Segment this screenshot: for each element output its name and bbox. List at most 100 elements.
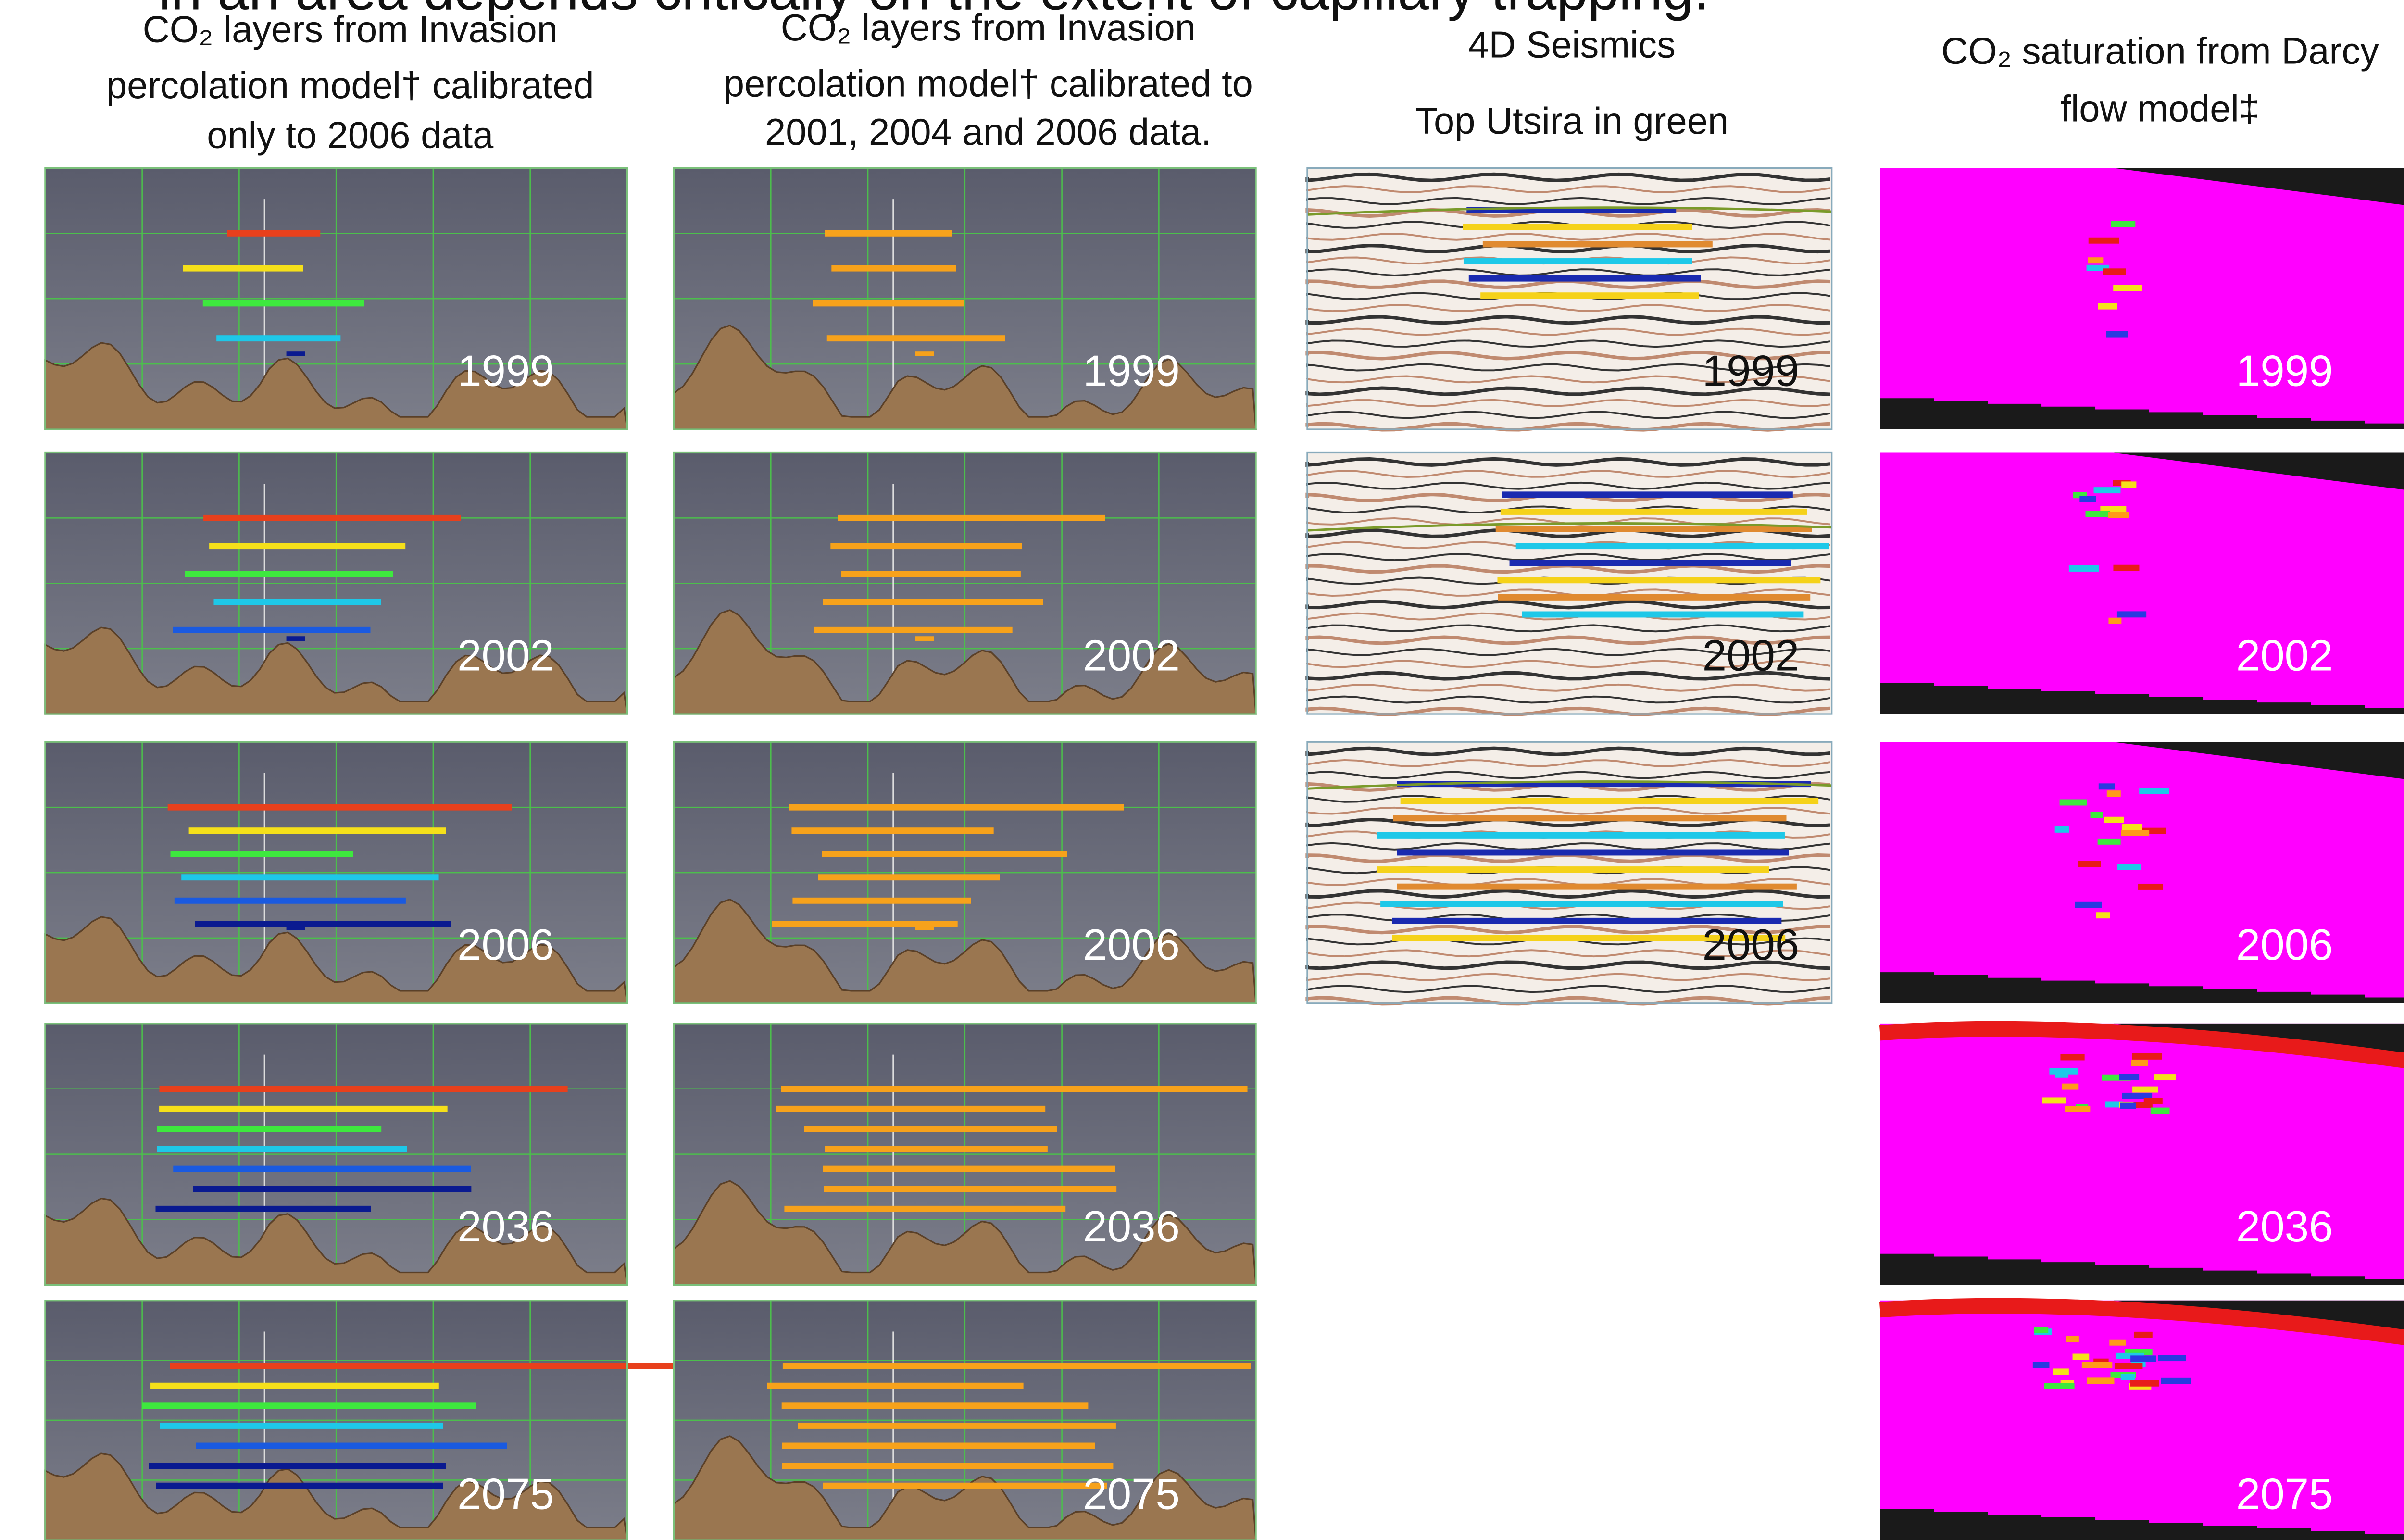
saturation-cell: [2130, 1355, 2156, 1362]
column-header: CO₂ layers from Invasion: [143, 9, 558, 50]
seismic-anomaly: [1498, 594, 1810, 601]
panel: 2075: [45, 1301, 689, 1540]
saturation-cell: [2091, 812, 2103, 818]
seismic-anomaly: [1463, 224, 1692, 230]
panel: 2075: [674, 1301, 1256, 1540]
co2-layer: [814, 627, 1013, 633]
panel: 2075: [1880, 1301, 2404, 1540]
saturation-cell: [2158, 1355, 2186, 1361]
seismic-anomaly: [1380, 901, 1783, 907]
co2-layer: [791, 827, 993, 834]
column-header: percolation model† calibrated to: [724, 63, 1253, 105]
saturation-cell: [2066, 1336, 2079, 1342]
saturation-cell: [2088, 257, 2104, 263]
year-label: 2036: [2236, 1202, 2333, 1251]
saturation-cell: [2161, 1378, 2191, 1384]
seismic-anomaly: [1401, 798, 1818, 804]
co2-layer: [789, 804, 1124, 811]
co2-layer: [915, 636, 934, 641]
co2-layer: [825, 230, 952, 237]
co2-layer: [783, 1363, 1251, 1369]
co2-layer: [157, 1146, 407, 1152]
saturation-cell: [2154, 1074, 2176, 1080]
co2-layer: [915, 926, 934, 930]
saturation-cell: [2103, 268, 2126, 275]
co2-layer: [185, 571, 393, 577]
co2-layer: [213, 599, 381, 605]
year-label: 2006: [457, 921, 554, 969]
seismic-anomaly: [1464, 258, 1692, 264]
year-label: 2006: [2236, 921, 2333, 969]
co2-layer: [818, 874, 1000, 880]
co2-layer: [825, 1146, 1048, 1152]
co2-layer: [798, 1423, 1116, 1429]
co2-layer: [181, 874, 438, 880]
co2-layer: [804, 1126, 1057, 1132]
panel: 1999: [1880, 168, 2404, 429]
saturation-cell: [2042, 1097, 2066, 1103]
saturation-cell: [2082, 1362, 2112, 1368]
year-label: 2006: [1703, 921, 1800, 969]
saturation-cell: [2122, 824, 2142, 830]
saturation-cell: [2065, 1106, 2090, 1112]
co2-layer: [782, 1463, 1113, 1469]
year-label: 2075: [457, 1470, 554, 1518]
column-header: CO₂ saturation from Darcy: [1941, 31, 2379, 72]
seismic-anomaly: [1516, 543, 1829, 549]
saturation-cell: [2079, 496, 2096, 502]
year-label: 1999: [2236, 347, 2333, 395]
co2-layer: [183, 265, 303, 272]
year-label: 1999: [1083, 347, 1180, 395]
panel: 1999: [45, 168, 627, 429]
saturation-cell: [2085, 511, 2110, 517]
saturation-cell: [2132, 1053, 2162, 1060]
column-header: 4D Seismics: [1468, 25, 1676, 66]
co2-layer: [142, 1402, 476, 1409]
co2-layer: [203, 300, 364, 306]
co2-layer: [155, 1206, 371, 1212]
saturation-cell: [2130, 1380, 2159, 1387]
saturation-cell: [2113, 565, 2139, 571]
seismic-anomaly: [1393, 815, 1787, 821]
co2-layer: [203, 515, 461, 521]
saturation-cell: [2033, 1362, 2050, 1368]
saturation-cell: [2113, 285, 2142, 291]
saturation-cell: [2117, 611, 2146, 617]
co2-layer: [782, 1402, 1089, 1409]
seismic-anomaly: [1522, 611, 1803, 617]
co2-layer: [823, 1483, 1107, 1489]
saturation-cell: [2087, 1377, 2115, 1384]
co2-layer: [838, 515, 1105, 521]
saturation-cell: [2108, 618, 2121, 624]
co2-layer: [159, 1086, 567, 1092]
co2-layer: [157, 1126, 382, 1132]
co2-layer: [824, 1186, 1116, 1192]
co2-layer: [196, 1443, 507, 1449]
co2-layer: [189, 827, 446, 834]
co2-layer: [781, 1086, 1247, 1092]
co2-layer: [822, 851, 1067, 857]
co2-layer: [841, 571, 1021, 577]
co2-layer: [782, 1443, 1095, 1449]
seismic-anomaly: [1510, 560, 1791, 566]
year-label: 2036: [1083, 1202, 1180, 1251]
saturation-cell: [2132, 1087, 2158, 1093]
panel: 1999: [1307, 168, 1832, 430]
saturation-cell: [2096, 912, 2110, 918]
co2-layer: [915, 1484, 934, 1489]
saturation-cell: [2089, 238, 2119, 244]
co2-layer: [193, 1186, 472, 1192]
column-header: CO₂ layers from Invasion: [781, 7, 1196, 49]
column-header: only to 2006 data: [207, 114, 494, 156]
co2-layer: [150, 1383, 439, 1389]
figure: in an area depends critically on the ext…: [0, 0, 2404, 1540]
panel: 2002: [1880, 452, 2404, 714]
seismic-anomaly: [1397, 850, 1790, 856]
panel: 2002: [45, 452, 627, 714]
saturation-cell: [2098, 839, 2121, 845]
co2-layer: [195, 921, 451, 927]
panel: 2006: [674, 742, 1256, 1003]
saturation-cell: [2073, 1354, 2090, 1360]
seismic-anomaly: [1501, 509, 1807, 515]
co2-layer: [767, 1383, 1024, 1389]
